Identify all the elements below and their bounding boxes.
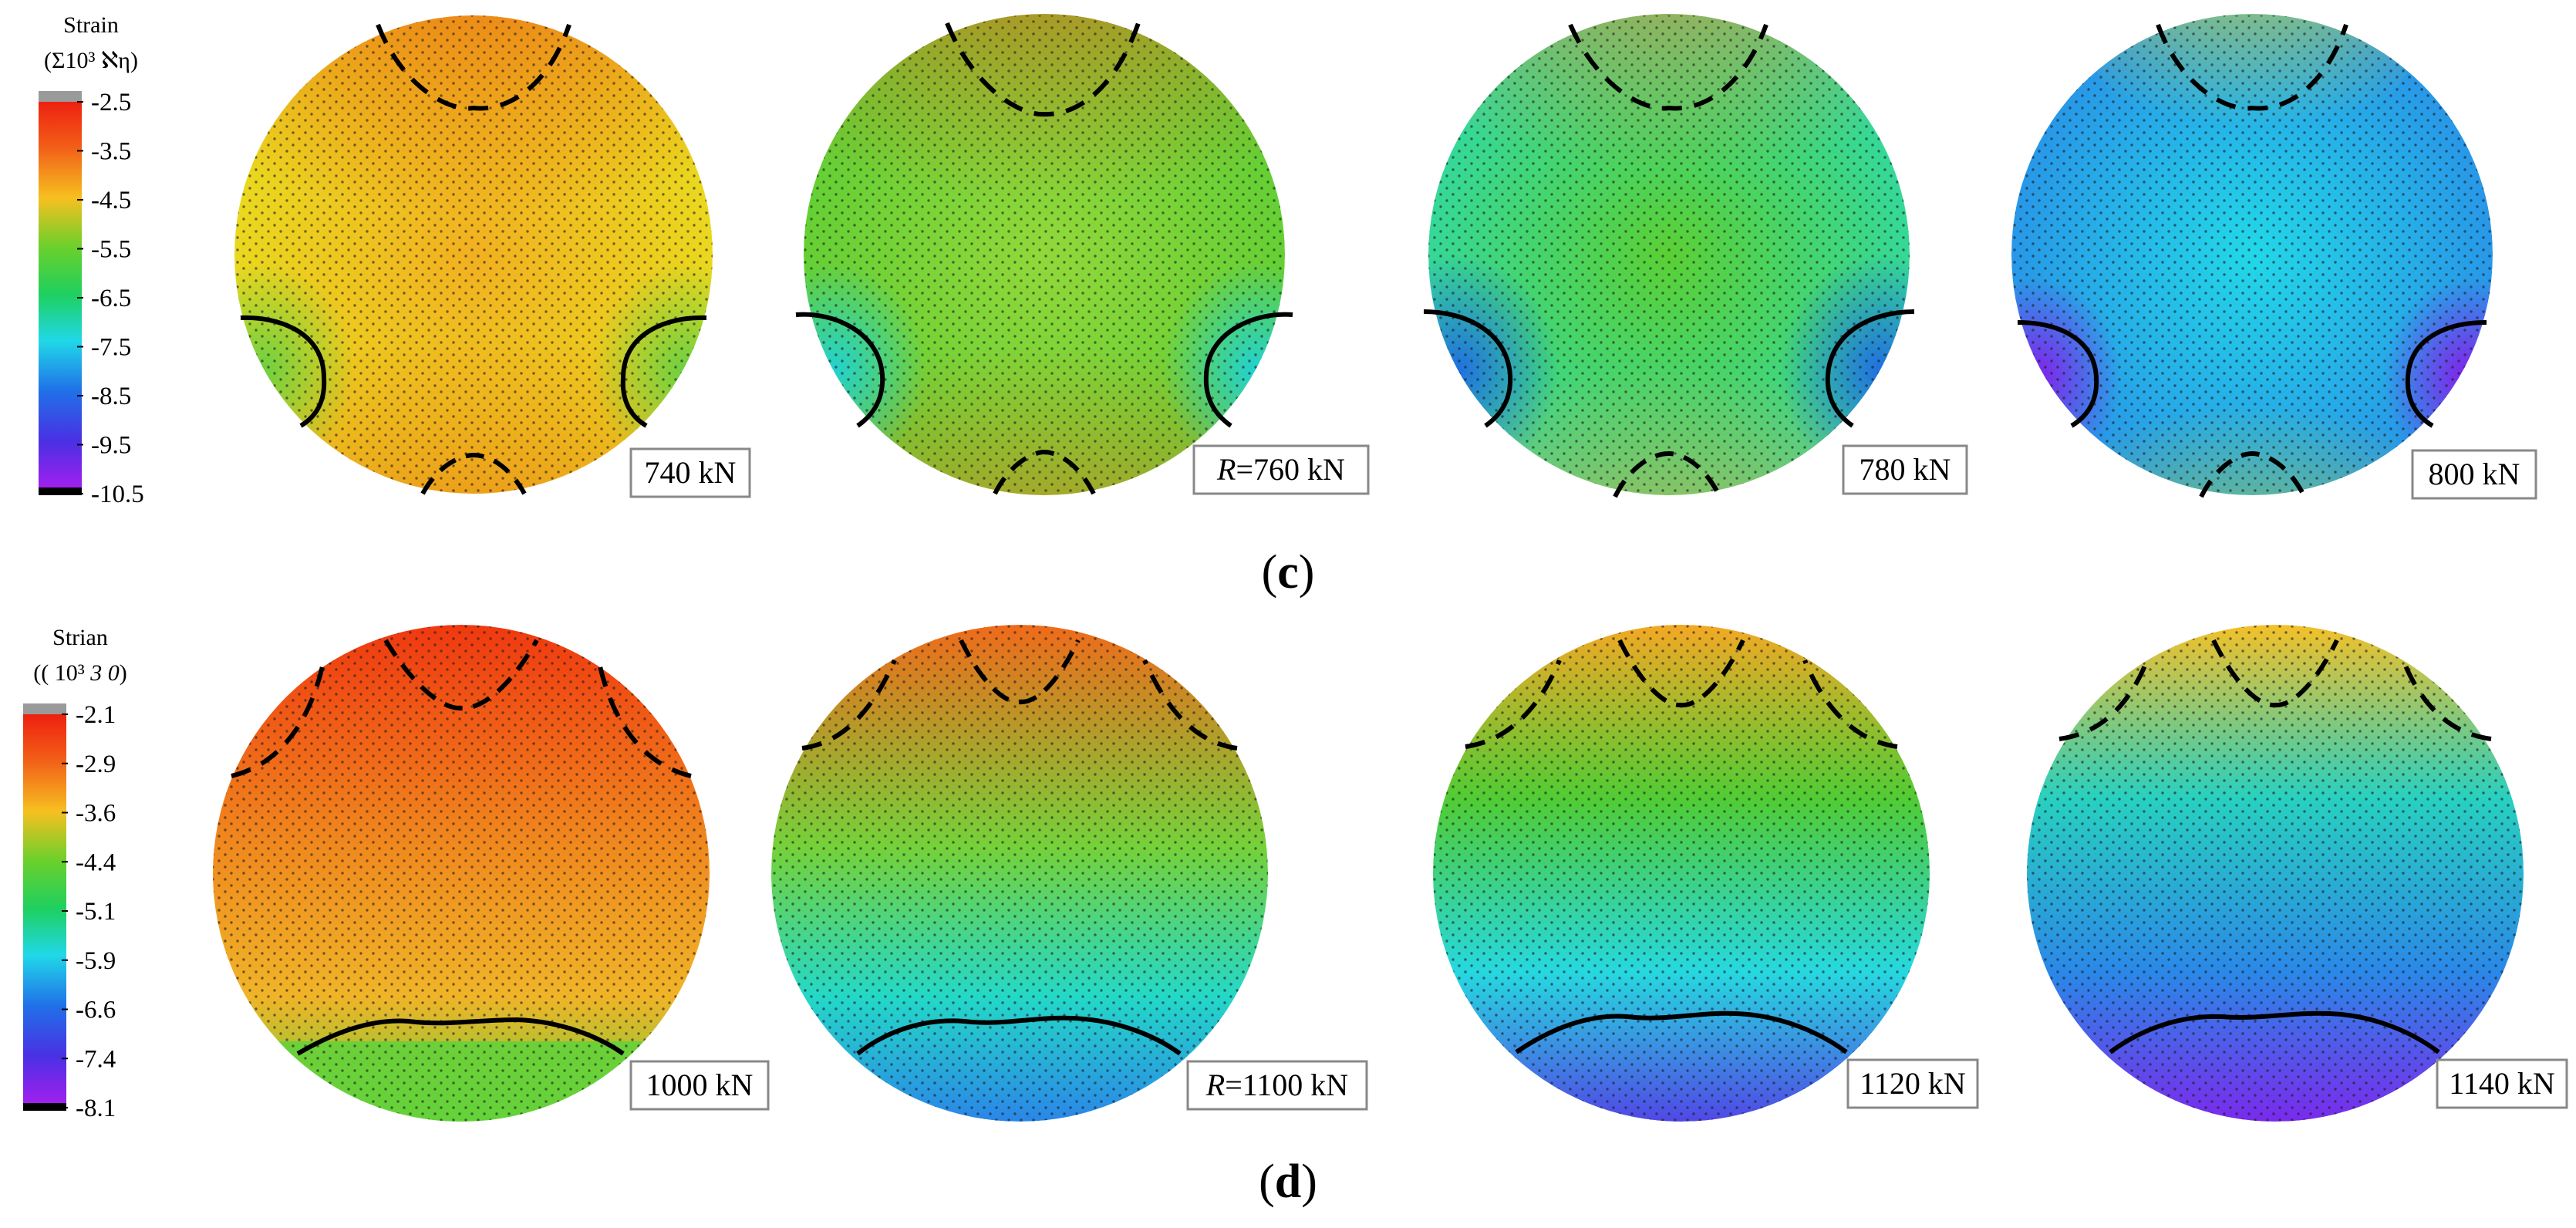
contour-780: 780 kN [1423,14,1968,498]
colorbar-d-title: Strian [52,625,108,650]
load-label-box [1846,1058,1979,1109]
contour-1000: 1000 kN [213,625,770,1122]
load-label: 1140 kN [2449,1066,2554,1101]
colorbar-d: Strian (( 10³ 3 0) -2.1-2.9-3.6-4.4-5.1-… [23,625,127,1122]
load-label-box [2411,449,2537,500]
contour-1140: 1140 kN [2027,625,2568,1122]
load-label: R=760 kN [1216,452,1345,487]
load-label-box [2436,1058,2568,1109]
colorbar-tick-label: -3.5 [91,138,131,166]
load-label: 740 kN [645,455,737,490]
colorbar-c-unit: (Σ10³ ℵη) [44,48,138,73]
load-label: 780 kN [1860,452,1951,487]
load-label: 1000 kN [646,1068,754,1102]
colorbar-c: Strain (Σ10³ ℵη) -2.5 -3.5 -4.5 -5.5 -6.5 -7.… [39,12,144,508]
load-label-box [1192,444,1370,495]
contour-740: 740 kN [234,15,751,498]
contour-1100: R=1100 kN [771,625,1368,1122]
load-label-box [1842,444,1968,495]
load-label: R=1100 kN [1205,1068,1348,1102]
colorbar-tick-label: -5.1 [76,898,116,926]
colorbar-d-unit: (( 10³ 3 0) [33,660,126,686]
contour-1120: 1120 kN [1433,625,1979,1122]
colorbar-d-overflow [23,703,66,714]
colorbar-tick-label: -8.5 [91,383,131,410]
colorbar-c-gradient [39,102,82,487]
colorbar-tick-label: -10.5 [91,481,144,508]
panel-label-c: (c) [1262,546,1315,599]
colorbar-tick-label: -9.5 [91,432,131,460]
colorbar-tick-label: -7.5 [91,334,131,362]
colorbar-tick-label: -3.6 [76,800,116,828]
row-d: Strian (( 10³ 3 0) -2.1-2.9-3.6-4.4-5.1-… [23,625,2568,1208]
colorbar-tick-label: -7.4 [76,1045,116,1073]
colorbar-c-overflow [39,91,82,102]
colorbar-tick-label: -6.6 [76,997,116,1024]
panel-label-d: (d) [1259,1155,1317,1208]
colorbar-c-title: Strain [63,12,119,38]
load-label-box [1186,1060,1368,1111]
colorbar-d-underflow [23,1103,66,1111]
contour-760: R=760 kN [795,14,1370,495]
colorbar-tick-label: -6.5 [91,285,131,312]
colorbar-c-ticks: -2.5 -3.5 -4.5 -5.5 -6.5 -7.5 -8.5 -9.5 -10.5 [77,89,144,508]
colorbar-d-ticks: -2.1 -2.9 -3.6 -4.4 -5.1 -5.9 -6.6 -7.4 -8.1 [62,701,116,1122]
load-label-box [629,447,751,498]
colorbar-tick-label: -2.9 [76,751,116,778]
colorbar-tick-label: -2.5 [91,89,131,116]
load-label: 800 kN [2429,457,2520,491]
colorbar-c-underflow [39,487,82,495]
colorbar-tick-label: -5.9 [76,947,116,975]
colorbar-tick-label: -2.1 [76,701,116,729]
colorbar-tick-label: -4.5 [91,187,131,214]
colorbar-d-gradient [23,714,66,1103]
colorbar-tick-label: -5.5 [91,236,131,264]
contour-800: 800 kN [2011,14,2537,500]
colorbar-tick-label: -4.4 [76,848,116,876]
load-label: 1120 kN [1860,1066,1965,1101]
colorbar-tick-label: -8.1 [76,1095,116,1122]
load-label-box [629,1060,770,1111]
row-c: Strain (Σ10³ ℵη) -2.5 -3.5 -4.5 -5.5 -6.5 -7.… [39,12,2537,599]
